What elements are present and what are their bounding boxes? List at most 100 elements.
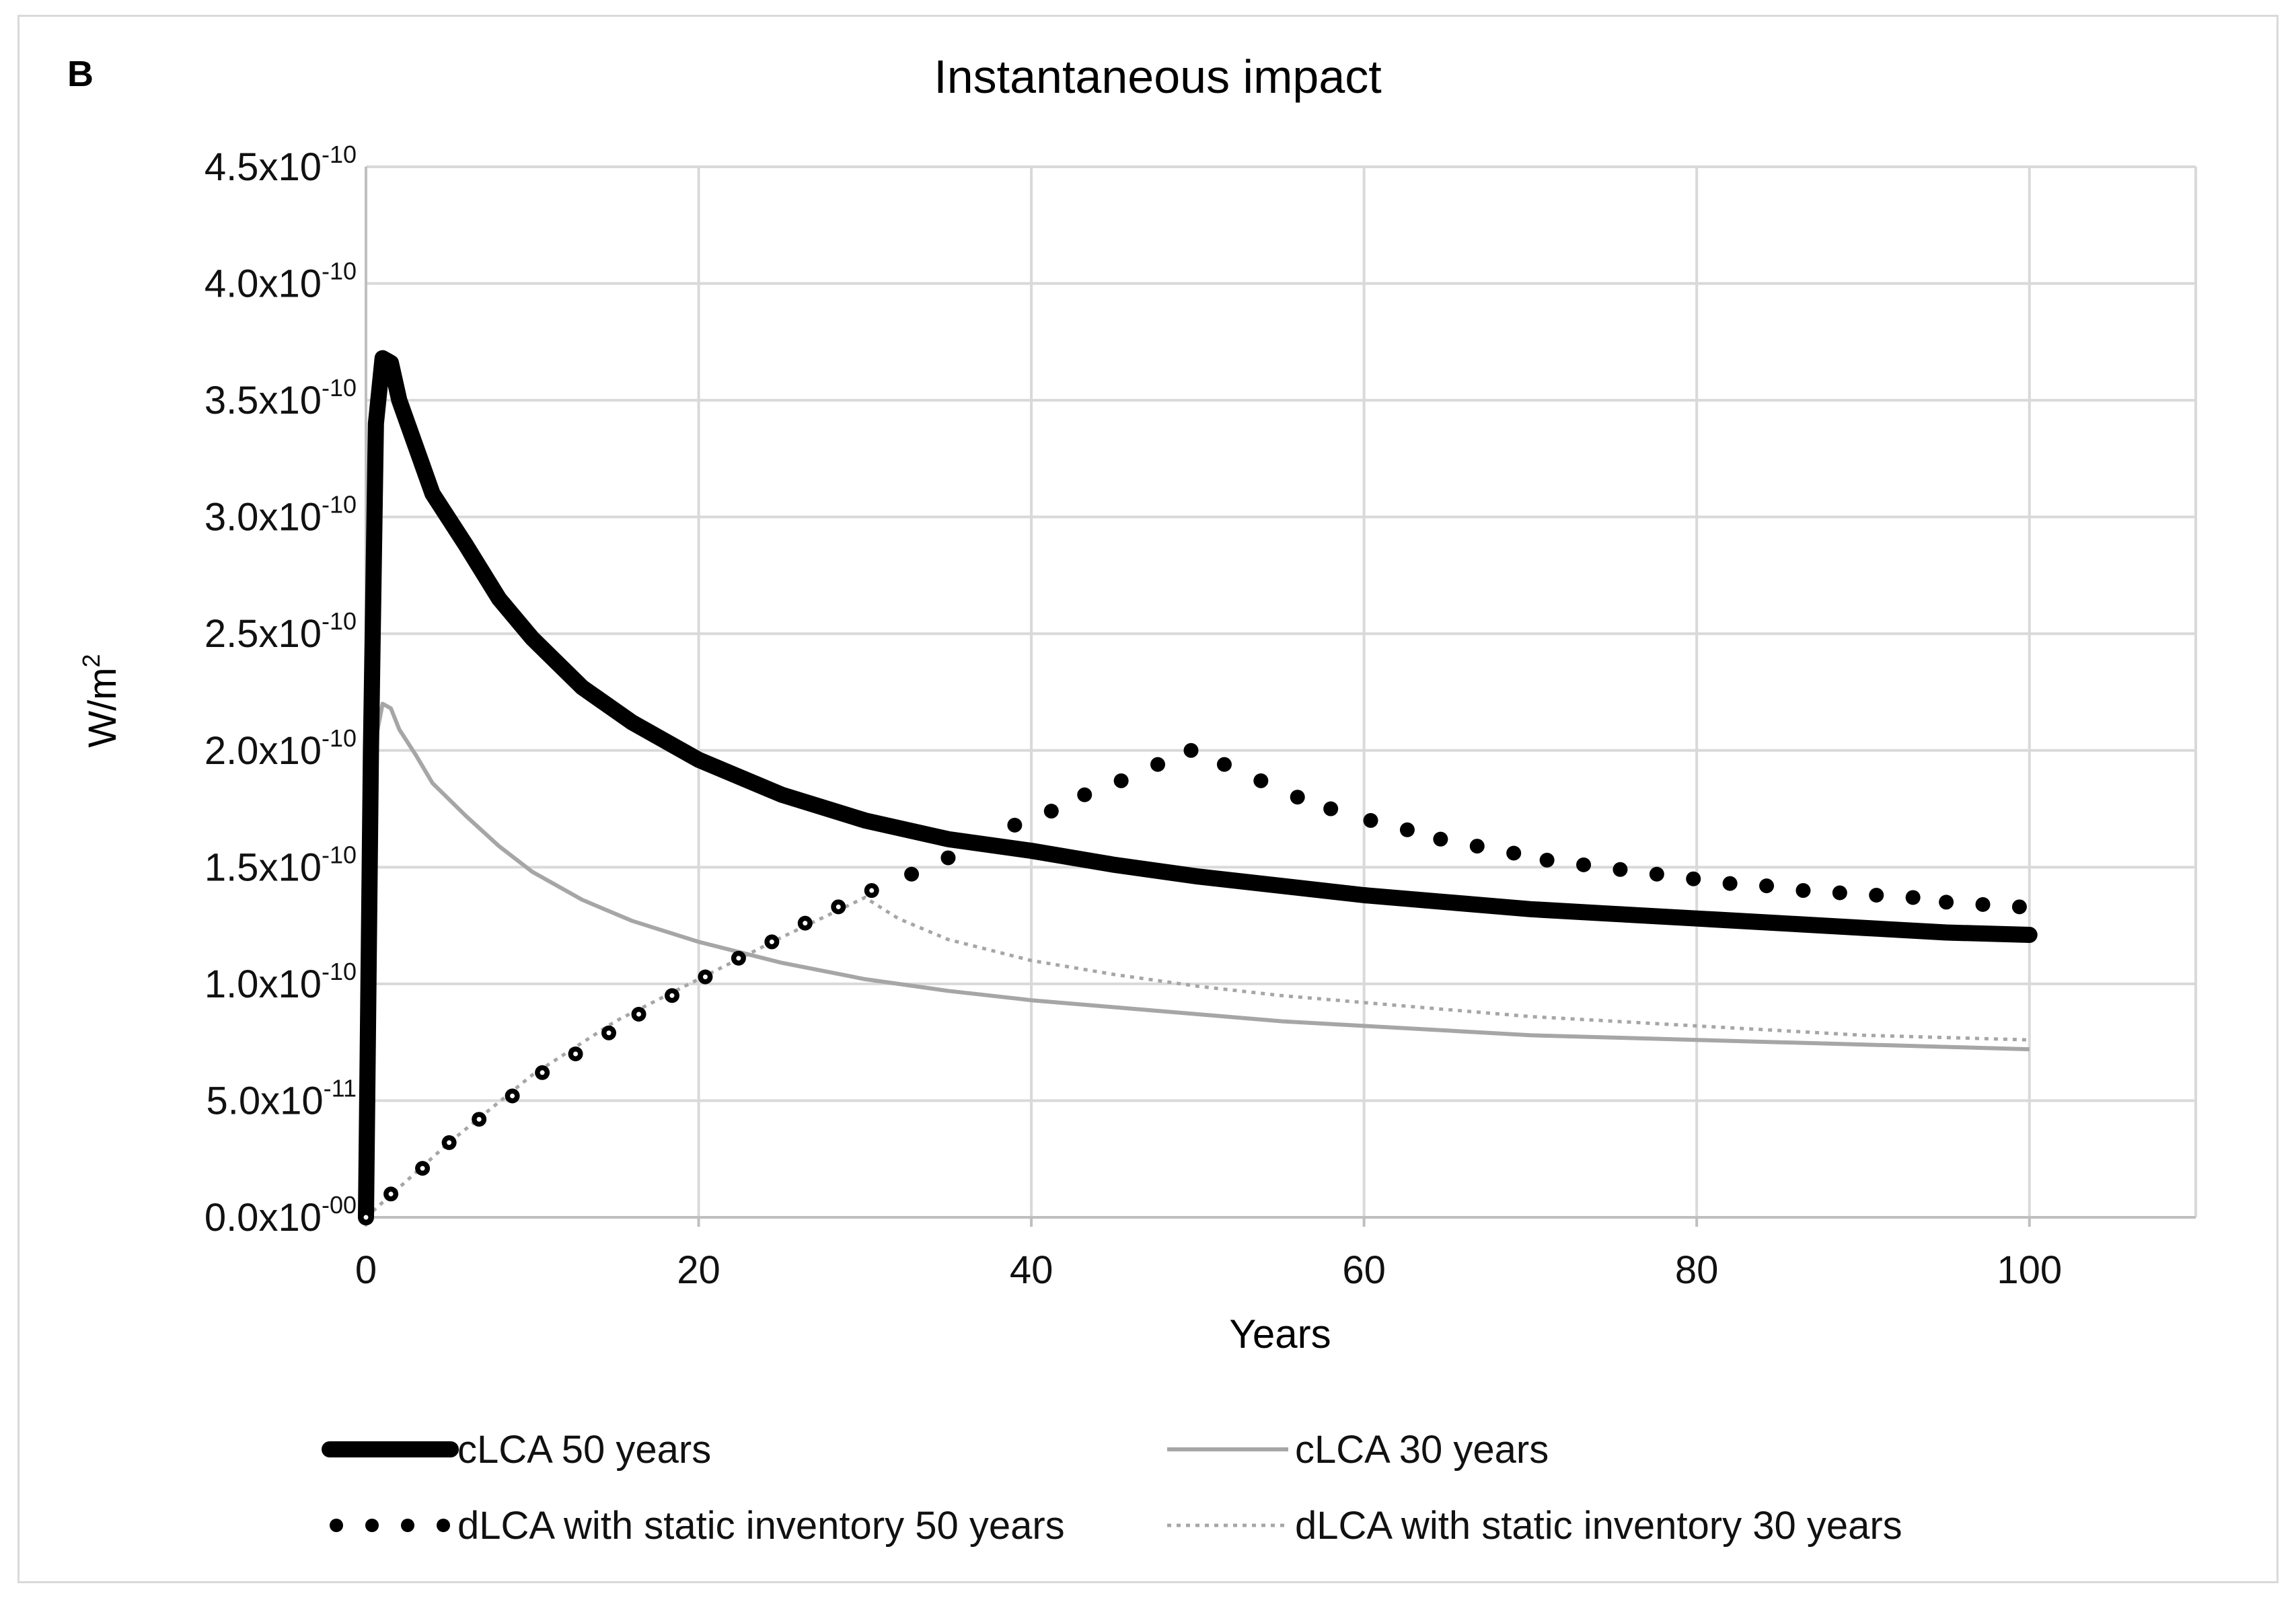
series-point-dlca-with-static-inventory-50-years (1077, 787, 1093, 802)
y-tick-exp: -10 (322, 258, 357, 285)
series-line-dlca-with-static-inventory-30-years (365, 895, 2030, 1219)
y-tick-exp: -00 (322, 1191, 357, 1219)
x-tick-label: 60 (1342, 1248, 1386, 1292)
y-tick-base: 1.5x10 (205, 845, 322, 889)
series-point-dlca-with-static-inventory-50-years (1506, 845, 1522, 861)
series-point-highlight (836, 904, 841, 909)
series-point-dlca-with-static-inventory-50-years (1905, 890, 1921, 905)
series-point-dlca-with-static-inventory-50-years (1216, 757, 1232, 772)
y-tick-exp: -10 (322, 491, 357, 519)
y-tick-base: 1.0x10 (205, 962, 322, 1006)
series-point-dlca-with-static-inventory-50-years (1539, 852, 1555, 868)
legend-swatch-dot (365, 1519, 379, 1532)
panel-label: B (67, 54, 94, 94)
y-tick-label: 2.0x10-10 (205, 724, 357, 773)
y-tick-label: 1.5x10-10 (205, 841, 357, 889)
legend-label-clca-30-years: cLCA 30 years (1295, 1428, 1549, 1472)
series-point-dlca-with-static-inventory-50-years (1433, 831, 1448, 847)
series-line-clca-50-years (358, 350, 2038, 1225)
y-tick-base: 2.5x10 (205, 612, 322, 656)
y-tick-base: 3.5x10 (205, 379, 322, 422)
series-point-highlight (803, 921, 808, 926)
series-point-dlca-with-static-inventory-50-years (1113, 773, 1129, 788)
series-point-dlca-with-static-inventory-50-years (940, 850, 956, 866)
series-point-dlca-with-static-inventory-50-years (1150, 757, 1166, 772)
y-tick-base: 3.0x10 (205, 496, 322, 539)
series-layer (358, 350, 2038, 1225)
x-tick-label: 40 (1010, 1248, 1053, 1292)
legend-layer: cLCA 50 years cLCA 30 years dLCA with stat… (322, 1428, 1902, 1548)
y-tick-exp: -10 (322, 841, 357, 868)
y-tick-label: 5.0x10-11 (206, 1074, 357, 1123)
series-point-dlca-with-static-inventory-50-years (1613, 862, 1628, 877)
series-point-dlca-with-static-inventory-50-years (1686, 871, 1701, 886)
series-point-dlca-with-static-inventory-50-years (1722, 876, 1738, 891)
y-tick-base: 5.0x10 (206, 1079, 323, 1123)
legend-label-clca-50-years: cLCA 50 years (457, 1428, 711, 1472)
series-point-dlca-with-static-inventory-50-years (2011, 899, 2027, 915)
y-tick-label: 4.5x10-10 (205, 141, 357, 189)
series-point-dlca-with-static-inventory-50-years (1975, 897, 1991, 912)
series-point-dlca-with-static-inventory-50-years (1576, 857, 1592, 872)
y-tick-label: 3.5x10-10 (205, 374, 357, 422)
series-point-dlca-with-static-inventory-50-years (1759, 878, 1775, 894)
series-line-clca-30-years (364, 701, 2030, 1218)
series-point-highlight (769, 939, 774, 944)
x-tick-label: 80 (1675, 1248, 1719, 1292)
series-point-highlight (420, 1166, 425, 1171)
x-tick-label: 20 (677, 1248, 720, 1292)
legend-label-dlca-with-static-inventory-30-years: dLCA with static inventory 30 years (1295, 1504, 1902, 1548)
y-tick-label: 2.5x10-10 (205, 607, 357, 656)
series-point-dlca-with-static-inventory-50-years (1795, 883, 1811, 899)
x-tick-label: 0 (355, 1248, 377, 1292)
series-point-dlca-with-static-inventory-50-years (1043, 804, 1059, 819)
axis-layer (365, 167, 2196, 1227)
series-point-highlight (606, 1030, 612, 1036)
chart-title: Instantaneous impact (934, 50, 1381, 103)
y-tick-label: 1.0x10-10 (205, 958, 357, 1006)
y-tick-exp: -11 (324, 1074, 357, 1102)
series-point-dlca-with-static-inventory-50-years (1363, 812, 1378, 828)
y-tick-exp: -10 (322, 958, 357, 985)
series-point-dlca-with-static-inventory-50-years (1939, 895, 1954, 910)
series-point-highlight (573, 1051, 579, 1057)
series-point-highlight (388, 1191, 394, 1196)
series-point-highlight (447, 1140, 452, 1145)
y-tick-exp: -10 (322, 141, 357, 168)
series-point-dlca-with-static-inventory-50-years (1253, 773, 1269, 788)
series-point-highlight (702, 974, 708, 979)
y-axis-label-sup: 2 (77, 654, 105, 667)
y-tick-label: 4.0x10-10 (205, 258, 357, 306)
series-point-dlca-with-static-inventory-50-years (1869, 887, 1884, 903)
legend-swatch-dot (437, 1519, 450, 1532)
y-tick-exp: -10 (322, 607, 357, 635)
y-axis-label-base: W/m (81, 667, 124, 747)
y-tick-exp: -10 (322, 724, 357, 752)
y-tick-label: 0.0x10-00 (205, 1191, 357, 1240)
series-point-dlca-with-static-inventory-50-years (1007, 817, 1023, 833)
series-point-dlca-with-static-inventory-50-years (1399, 822, 1415, 837)
y-tick-base: 2.0x10 (205, 729, 322, 773)
series-point-dlca-with-static-inventory-50-years (1469, 839, 1485, 854)
series-point-dlca-with-static-inventory-50-years (1649, 866, 1664, 882)
series-point-dlca-with-static-inventory-50-years (1183, 743, 1199, 758)
chart-frame (17, 15, 2279, 1583)
series-point-dlca-with-static-inventory-50-years (904, 866, 920, 882)
series-point-highlight (510, 1094, 515, 1099)
series-point-dlca-with-static-inventory-50-years (1832, 885, 1847, 901)
y-tick-exp: -10 (322, 374, 357, 402)
y-tick-base: 0.0x10 (205, 1196, 322, 1240)
series-point-highlight (636, 1012, 642, 1017)
series-point-dlca-with-static-inventory-50-years (1323, 801, 1339, 816)
y-tick-base: 4.5x10 (205, 145, 322, 189)
x-axis-label: Years (1229, 1311, 1331, 1357)
series-point-highlight (476, 1116, 482, 1122)
legend-swatch-dot (401, 1519, 414, 1532)
series-point-highlight (540, 1070, 545, 1075)
y-axis-label: W/m2 (77, 654, 124, 747)
series-point-highlight (736, 956, 741, 961)
series-point-highlight (869, 888, 875, 893)
tick-layer: 0.0x10-005.0x10-111.0x10-101.5x10-102.0x… (205, 141, 2062, 1292)
series-point-dlca-with-static-inventory-50-years (1290, 790, 1305, 805)
